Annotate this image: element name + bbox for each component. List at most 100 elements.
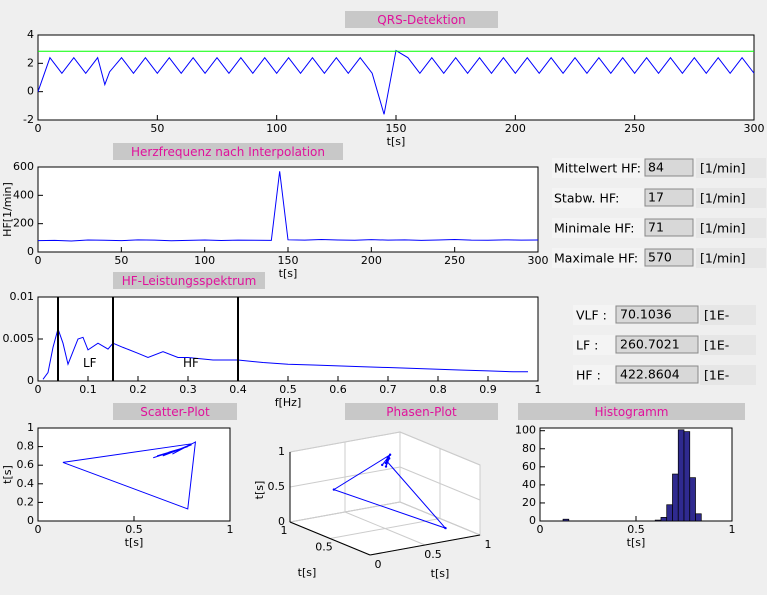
grid-line xyxy=(289,466,401,488)
histogram-bar xyxy=(689,477,696,522)
x-tick-label: 0 xyxy=(35,383,42,396)
x-tick-label: 250 xyxy=(624,122,645,135)
z-axis-label: t[s] xyxy=(253,481,266,500)
band-value-box[interactable] xyxy=(615,365,699,384)
y-axis-label: t[s] xyxy=(1,465,14,484)
y-tick-label: 0 xyxy=(27,245,34,258)
band-value-box[interactable] xyxy=(615,305,699,324)
band-unit-box xyxy=(700,335,756,355)
y-tick-label: 2 xyxy=(27,56,34,69)
band-unit-box xyxy=(700,365,756,385)
band-label: VLF : xyxy=(576,308,607,323)
stat-unit: [1/min] xyxy=(700,251,746,266)
chart-title: Scatter-Plot xyxy=(140,405,210,419)
x-tick-label: 0.6 xyxy=(329,383,347,396)
stat-label-box xyxy=(552,188,644,208)
phase-point xyxy=(381,463,384,467)
x-tick-label: 0.5 xyxy=(627,523,645,536)
x-tick-label: 0.2 xyxy=(129,383,147,396)
stat-value-box[interactable] xyxy=(644,158,694,177)
x-tick-label: 0 xyxy=(375,558,382,571)
stat-label: Stabw. HF: xyxy=(554,191,619,206)
x-tick-label: 150 xyxy=(386,122,407,135)
x-tick-label: 0.8 xyxy=(429,383,447,396)
axis-line xyxy=(369,534,481,556)
y-tick-label: -2 xyxy=(23,113,34,126)
grid-line xyxy=(289,431,401,453)
x-tick-label: 100 xyxy=(266,122,287,135)
x-axis-label: f[Hz] xyxy=(275,396,302,409)
y-tick-label: 0.01 xyxy=(10,290,35,303)
stat-value: 71 xyxy=(648,220,664,235)
axis-line xyxy=(289,521,371,556)
y-tick-label: 4 xyxy=(27,28,34,41)
histogram-bar xyxy=(677,429,685,522)
x-tick-label: 300 xyxy=(744,122,765,135)
y-tick-label: 0 xyxy=(27,514,34,527)
y-tick-label: 80 xyxy=(522,442,536,455)
y-tick-label: 0.6 xyxy=(17,458,35,471)
band-label: LF : xyxy=(576,338,598,353)
y-tick-label: 40 xyxy=(522,478,536,491)
y-tick-label: 0.5 xyxy=(315,541,333,554)
x-tick-label: 0.5 xyxy=(125,523,143,536)
band-value: 260.7021 xyxy=(620,337,680,352)
stat-value-box[interactable] xyxy=(644,218,694,237)
x-axis-label: t[s] xyxy=(431,567,450,580)
data-line xyxy=(37,49,755,115)
phase-point xyxy=(388,453,392,456)
band-label-box xyxy=(573,335,615,355)
x-tick-label: 0.5 xyxy=(424,548,442,561)
title-box xyxy=(113,272,265,289)
chart-title: Histogramm xyxy=(595,405,669,419)
x-tick-label: 0 xyxy=(35,122,42,135)
x-tick-label: 0.7 xyxy=(379,383,397,396)
stat-label: Mittelwert HF: xyxy=(554,161,641,176)
y-tick-label: 1 xyxy=(281,524,288,537)
histogram-bar xyxy=(672,473,679,522)
y-axis-label: t[s] xyxy=(298,566,317,579)
histogram-bar xyxy=(654,519,662,522)
title-box xyxy=(345,403,498,420)
annotation: LF xyxy=(83,356,97,370)
stat-unit: [1/min] xyxy=(700,221,746,236)
grid-line xyxy=(399,501,481,536)
x-tick-label: 0 xyxy=(35,523,42,536)
grid-line xyxy=(289,501,401,523)
stat-unit: [1/min] xyxy=(700,191,746,206)
stat-value-box[interactable] xyxy=(644,248,694,267)
grid-line xyxy=(329,518,441,539)
y-tick-label: 0.4 xyxy=(17,477,35,490)
y-tick-label: 600 xyxy=(13,160,34,173)
stat-value-box[interactable] xyxy=(644,188,694,207)
x-axis-label: t[s] xyxy=(387,135,406,148)
chart-title: QRS-Detektion xyxy=(377,13,465,27)
stat-label: Maximale HF: xyxy=(554,251,638,266)
annotation: HF xyxy=(183,356,199,370)
y-tick-label: 0 xyxy=(529,514,536,527)
band-value-box[interactable] xyxy=(615,335,699,354)
histogram-bar xyxy=(683,431,691,522)
title-box xyxy=(113,143,343,160)
stat-label-box xyxy=(552,218,644,238)
chart-title: Herzfrequenz nach Interpolation xyxy=(131,145,325,159)
y-tick-label: 100 xyxy=(515,424,536,437)
data-line xyxy=(42,327,528,380)
phase-point xyxy=(384,461,387,465)
x-axis-label: t[s] xyxy=(627,536,646,549)
stat-unit-box xyxy=(696,248,766,268)
x-tick-label: 1 xyxy=(227,523,234,536)
data-line xyxy=(37,171,539,242)
band-label-box xyxy=(573,305,615,325)
stat-value: 570 xyxy=(648,250,672,265)
z-tick-label: 0.5 xyxy=(268,480,286,493)
phase-point xyxy=(387,455,390,459)
plot-area xyxy=(539,427,733,522)
x-tick-label: 0.4 xyxy=(229,383,247,396)
phase-point xyxy=(444,526,447,530)
histogram-bar xyxy=(666,504,673,522)
y-tick-label: 0 xyxy=(27,85,34,98)
stat-unit-box xyxy=(696,188,766,208)
x-axis-label: t[s] xyxy=(279,267,298,280)
band-unit: [1E- xyxy=(704,308,729,323)
